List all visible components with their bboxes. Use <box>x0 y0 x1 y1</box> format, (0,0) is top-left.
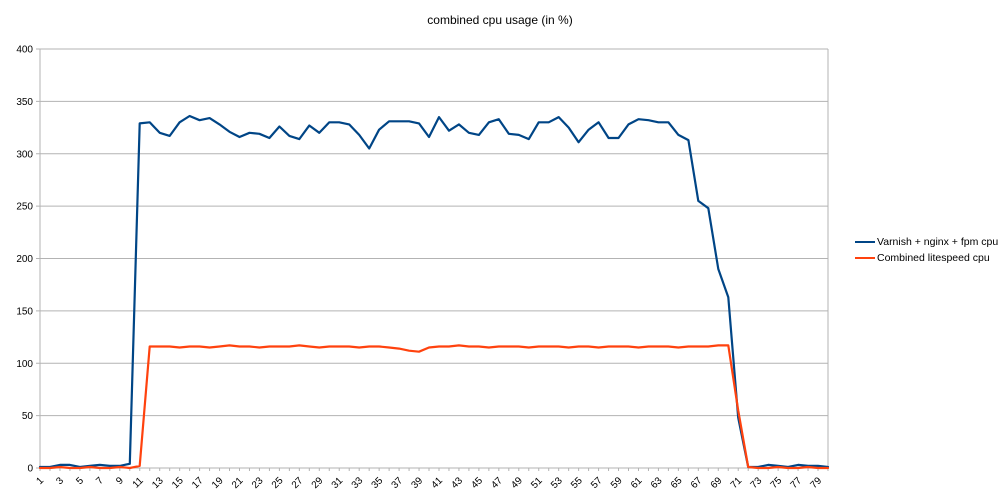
x-tick-label: 65 <box>669 475 685 491</box>
x-tick-label: 27 <box>290 475 306 491</box>
series-line-litespeed <box>38 344 830 470</box>
x-tick-label: 43 <box>449 475 465 491</box>
x-tick-label: 61 <box>629 475 645 491</box>
y-tick-label: 150 <box>16 306 33 317</box>
x-tick-label: 39 <box>410 475 426 491</box>
x-tick-label: 67 <box>689 475 705 491</box>
y-tick-label: 250 <box>16 202 33 213</box>
legend-label-varnish: Varnish + nginx + fpm cpu <box>877 236 999 248</box>
x-tick-label: 9 <box>114 475 126 487</box>
x-tick-label: 69 <box>709 475 725 491</box>
x-tick-label: 3 <box>54 475 66 487</box>
legend-line-swatch-varnish <box>855 241 875 243</box>
x-tick-label: 77 <box>789 475 805 491</box>
x-tick-label: 53 <box>549 475 565 491</box>
x-tick-label: 21 <box>230 475 246 491</box>
y-tick-label: 350 <box>16 97 33 108</box>
x-tick-label: 79 <box>809 475 825 491</box>
legend: Varnish + nginx + fpm cpu Combined lites… <box>855 236 998 264</box>
x-tick-label: 73 <box>749 475 765 491</box>
x-tick-label: 41 <box>429 475 445 491</box>
legend-label-litespeed: Combined litespeed cpu <box>877 252 990 264</box>
x-tick-label: 29 <box>310 475 326 491</box>
x-tick-label: 35 <box>370 475 386 491</box>
x-tick-label: 15 <box>170 475 186 491</box>
x-tick-label: 33 <box>350 475 366 491</box>
x-tick-label: 1 <box>34 475 46 487</box>
y-tick-label: 200 <box>16 254 33 265</box>
x-tick-label: 25 <box>270 475 286 491</box>
x-tick-label: 63 <box>649 475 665 491</box>
y-tick-label: 100 <box>16 359 33 370</box>
x-tick-label: 11 <box>131 475 146 490</box>
chart-title: combined cpu usage (in %) <box>427 13 573 27</box>
y-tick-label: 400 <box>16 45 33 56</box>
x-tick-label: 47 <box>489 475 505 491</box>
legend-item-litespeed: Combined litespeed cpu <box>855 252 998 264</box>
series-line-varnish <box>38 114 830 469</box>
x-tick-label: 49 <box>509 475 525 491</box>
x-tick-label: 17 <box>190 475 206 491</box>
x-tick-label: 7 <box>94 475 106 487</box>
x-tick-label: 75 <box>769 475 785 491</box>
x-tick-label: 57 <box>589 475 605 491</box>
x-tick-label: 19 <box>210 475 226 491</box>
x-tick-label: 51 <box>529 475 545 491</box>
legend-item-varnish: Varnish + nginx + fpm cpu <box>855 236 998 248</box>
x-tick-label: 71 <box>729 475 745 491</box>
x-tick-label: 59 <box>609 475 625 491</box>
x-tick-label: 23 <box>250 475 266 491</box>
x-tick-label: 13 <box>150 475 166 491</box>
x-tick-label: 37 <box>390 475 406 491</box>
x-tick-label: 45 <box>469 475 485 491</box>
x-tick-label: 5 <box>74 475 86 487</box>
x-tick-label: 55 <box>569 475 585 491</box>
x-tick-label: 31 <box>330 475 346 491</box>
y-tick-label: 0 <box>27 464 33 475</box>
y-tick-label: 50 <box>22 411 34 422</box>
y-tick-label: 300 <box>16 149 33 160</box>
legend-line-swatch-litespeed <box>855 257 875 259</box>
